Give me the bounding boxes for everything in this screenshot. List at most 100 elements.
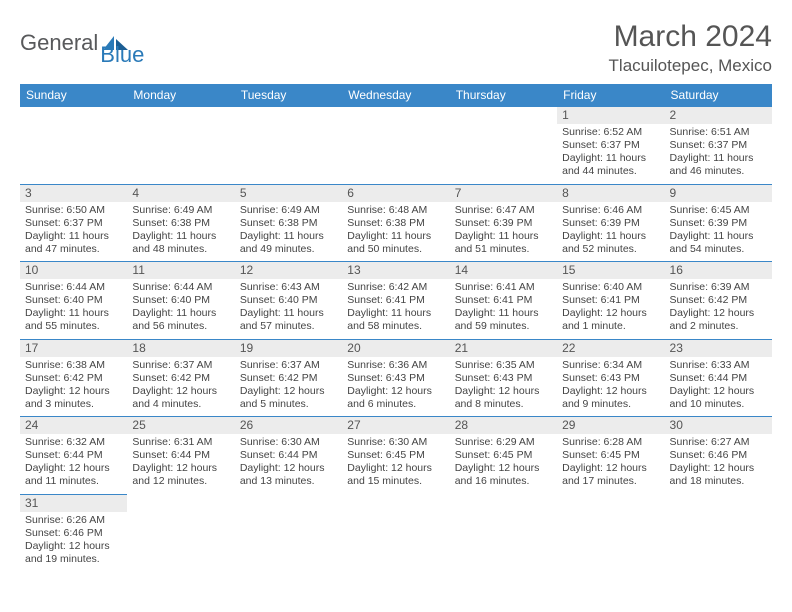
cell-line: Daylight: 12 hours <box>562 462 659 475</box>
cell-line: Daylight: 12 hours <box>347 462 444 475</box>
cell-line: and 51 minutes. <box>455 243 552 256</box>
calendar-cell: 14Sunrise: 6:41 AMSunset: 6:41 PMDayligh… <box>450 262 557 340</box>
day-number: 25 <box>127 417 234 434</box>
calendar-cell <box>127 494 234 571</box>
cell-line: Sunset: 6:42 PM <box>670 294 767 307</box>
calendar-cell: 26Sunrise: 6:30 AMSunset: 6:44 PMDayligh… <box>235 417 342 495</box>
calendar-cell: 3Sunrise: 6:50 AMSunset: 6:37 PMDaylight… <box>20 184 127 262</box>
cell-line: and 19 minutes. <box>25 553 122 566</box>
cell-line: Sunset: 6:39 PM <box>562 217 659 230</box>
cell-line: Daylight: 12 hours <box>132 385 229 398</box>
calendar-cell: 31Sunrise: 6:26 AMSunset: 6:46 PMDayligh… <box>20 494 127 571</box>
day-number: 4 <box>127 185 234 202</box>
cell-line: Daylight: 11 hours <box>347 307 444 320</box>
cell-line: Sunset: 6:37 PM <box>25 217 122 230</box>
cell-line: Daylight: 11 hours <box>240 230 337 243</box>
calendar-cell: 2Sunrise: 6:51 AMSunset: 6:37 PMDaylight… <box>665 107 772 185</box>
cell-line: and 15 minutes. <box>347 475 444 488</box>
cell-line: Sunrise: 6:31 AM <box>132 436 229 449</box>
cell-line: Sunrise: 6:30 AM <box>240 436 337 449</box>
cell-line: and 44 minutes. <box>562 165 659 178</box>
calendar-cell: 13Sunrise: 6:42 AMSunset: 6:41 PMDayligh… <box>342 262 449 340</box>
calendar-cell: 22Sunrise: 6:34 AMSunset: 6:43 PMDayligh… <box>557 339 664 417</box>
cell-line: and 59 minutes. <box>455 320 552 333</box>
day-number: 27 <box>342 417 449 434</box>
cell-line: Sunrise: 6:37 AM <box>240 359 337 372</box>
cell-line: Sunrise: 6:41 AM <box>455 281 552 294</box>
title-block: March 2024 Tlacuilotepec, Mexico <box>609 20 772 76</box>
cell-line: Sunrise: 6:26 AM <box>25 514 122 527</box>
cell-line: Sunset: 6:41 PM <box>455 294 552 307</box>
cell-line: Sunrise: 6:27 AM <box>670 436 767 449</box>
day-header-row: SundayMondayTuesdayWednesdayThursdayFrid… <box>20 84 772 107</box>
cell-line: Daylight: 12 hours <box>562 385 659 398</box>
calendar-cell <box>20 107 127 185</box>
cell-line: Daylight: 11 hours <box>132 307 229 320</box>
cell-line: Daylight: 11 hours <box>240 307 337 320</box>
calendar-cell: 25Sunrise: 6:31 AMSunset: 6:44 PMDayligh… <box>127 417 234 495</box>
calendar-cell <box>342 494 449 571</box>
calendar-cell: 21Sunrise: 6:35 AMSunset: 6:43 PMDayligh… <box>450 339 557 417</box>
cell-line: Sunrise: 6:49 AM <box>132 204 229 217</box>
calendar-cell: 8Sunrise: 6:46 AMSunset: 6:39 PMDaylight… <box>557 184 664 262</box>
cell-line: Daylight: 12 hours <box>670 462 767 475</box>
calendar-table: SundayMondayTuesdayWednesdayThursdayFrid… <box>20 84 772 571</box>
cell-line: Sunrise: 6:47 AM <box>455 204 552 217</box>
day-number: 3 <box>20 185 127 202</box>
calendar-cell <box>665 494 772 571</box>
calendar-cell: 19Sunrise: 6:37 AMSunset: 6:42 PMDayligh… <box>235 339 342 417</box>
cell-line: and 49 minutes. <box>240 243 337 256</box>
cell-line: Daylight: 12 hours <box>562 307 659 320</box>
cell-line: Daylight: 11 hours <box>347 230 444 243</box>
day-number: 11 <box>127 262 234 279</box>
calendar-cell <box>235 494 342 571</box>
day-number: 21 <box>450 340 557 357</box>
cell-line: and 4 minutes. <box>132 398 229 411</box>
day-number: 9 <box>665 185 772 202</box>
cell-line: Sunrise: 6:51 AM <box>670 126 767 139</box>
cell-line: Sunset: 6:43 PM <box>347 372 444 385</box>
calendar-cell: 29Sunrise: 6:28 AMSunset: 6:45 PMDayligh… <box>557 417 664 495</box>
cell-line: and 6 minutes. <box>347 398 444 411</box>
cell-line: and 18 minutes. <box>670 475 767 488</box>
cell-line: Sunrise: 6:46 AM <box>562 204 659 217</box>
cell-line: Sunrise: 6:33 AM <box>670 359 767 372</box>
cell-line: Daylight: 11 hours <box>132 230 229 243</box>
day-number: 18 <box>127 340 234 357</box>
cell-line: and 9 minutes. <box>562 398 659 411</box>
cell-line: Daylight: 12 hours <box>455 385 552 398</box>
day-number: 24 <box>20 417 127 434</box>
cell-line: Sunrise: 6:37 AM <box>132 359 229 372</box>
day-number: 10 <box>20 262 127 279</box>
day-number: 12 <box>235 262 342 279</box>
cell-line: and 48 minutes. <box>132 243 229 256</box>
cell-line: and 47 minutes. <box>25 243 122 256</box>
calendar-cell <box>450 494 557 571</box>
cell-line: and 10 minutes. <box>670 398 767 411</box>
cell-line: Daylight: 11 hours <box>562 230 659 243</box>
location: Tlacuilotepec, Mexico <box>609 56 772 76</box>
cell-line: Sunset: 6:46 PM <box>670 449 767 462</box>
day-number: 6 <box>342 185 449 202</box>
day-header: Thursday <box>450 84 557 107</box>
calendar-week: 17Sunrise: 6:38 AMSunset: 6:42 PMDayligh… <box>20 339 772 417</box>
logo-text-2: Blue <box>100 42 144 68</box>
calendar-week: 3Sunrise: 6:50 AMSunset: 6:37 PMDaylight… <box>20 184 772 262</box>
cell-line: Sunset: 6:37 PM <box>562 139 659 152</box>
calendar-cell: 10Sunrise: 6:44 AMSunset: 6:40 PMDayligh… <box>20 262 127 340</box>
cell-line: Sunset: 6:40 PM <box>240 294 337 307</box>
calendar-cell: 28Sunrise: 6:29 AMSunset: 6:45 PMDayligh… <box>450 417 557 495</box>
cell-line: Sunrise: 6:30 AM <box>347 436 444 449</box>
cell-line: Sunrise: 6:42 AM <box>347 281 444 294</box>
cell-line: Daylight: 12 hours <box>670 307 767 320</box>
cell-line: Sunset: 6:42 PM <box>25 372 122 385</box>
cell-line: and 55 minutes. <box>25 320 122 333</box>
cell-line: Sunset: 6:44 PM <box>240 449 337 462</box>
cell-line: Sunset: 6:41 PM <box>562 294 659 307</box>
cell-line: Daylight: 11 hours <box>25 230 122 243</box>
cell-line: and 11 minutes. <box>25 475 122 488</box>
cell-line: Sunrise: 6:36 AM <box>347 359 444 372</box>
day-number: 19 <box>235 340 342 357</box>
cell-line: Sunset: 6:40 PM <box>25 294 122 307</box>
cell-line: Sunset: 6:43 PM <box>455 372 552 385</box>
